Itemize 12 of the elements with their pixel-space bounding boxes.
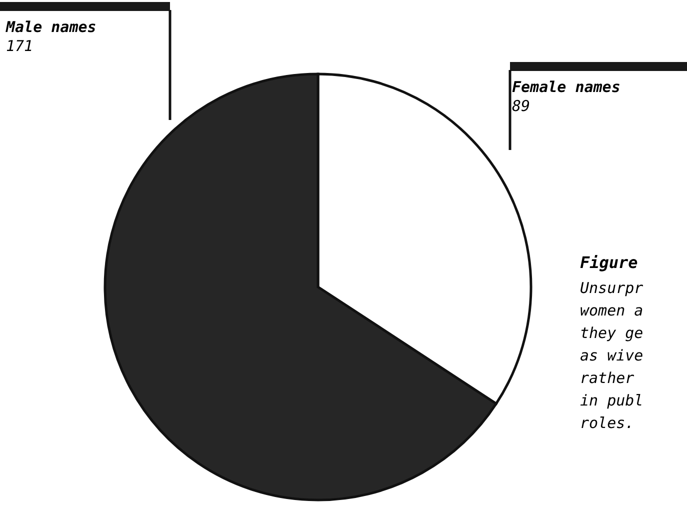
text: rather [580,369,634,387]
text: Figure [580,253,638,272]
text: roles. [580,414,634,432]
data-label: 89 [512,97,530,115]
text: women a [580,302,644,320]
text: in publ [580,392,644,410]
text: Unsurpr [580,279,644,297]
slice-label: Male names [5,18,96,36]
text: they ge [580,324,644,342]
text: as wive [580,346,644,364]
data-label: 171 [6,37,34,55]
slice-label: Female names [512,78,620,96]
